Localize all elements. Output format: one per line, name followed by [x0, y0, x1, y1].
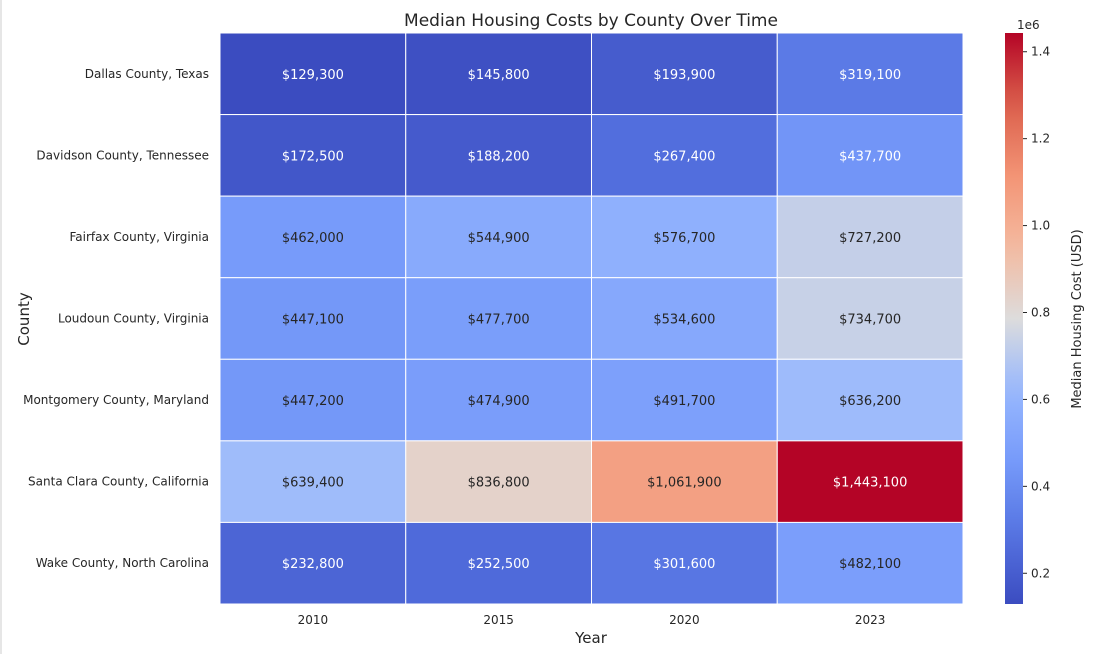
colorbar-tick-label: 0.2 [1031, 566, 1050, 580]
colorbar [1005, 33, 1023, 604]
heatmap-cell [219, 32, 407, 116]
y-tick-label: Davidson County, Tennessee [36, 148, 209, 162]
y-tick-labels: Dallas County, Texas Davidson County, Ten… [23, 67, 209, 570]
colorbar-tick-label: 1.4 [1031, 45, 1050, 59]
colorbar-label: Median Housing Cost (USD) [1070, 229, 1085, 408]
cell-value-label: $172,500 [282, 149, 344, 164]
heatmap-cell [405, 440, 592, 523]
cell-value-label: $491,700 [653, 394, 715, 409]
heatmap-cell [591, 358, 778, 442]
heatmap-cell [776, 358, 964, 442]
y-tick-label: Loudoun County, Virginia [58, 312, 209, 326]
cell-value-label: $534,600 [653, 313, 715, 328]
chart-title: Median Housing Costs by County Over Time [404, 11, 778, 31]
heatmap-cell [219, 114, 407, 197]
x-tick-label: 2020 [669, 613, 700, 627]
heatmap-cell [591, 440, 778, 523]
cell-value-label: $447,100 [282, 313, 344, 328]
colorbar-tick-label: 0.8 [1031, 306, 1050, 320]
x-tick-labels: 2010 2015 2020 2023 [298, 613, 886, 627]
cell-value-label: $437,700 [839, 149, 901, 164]
y-tick-label: Montgomery County, Maryland [23, 393, 209, 407]
cell-value-label: $462,000 [282, 231, 344, 246]
cell-value-label: $1,443,100 [833, 476, 907, 491]
heatmap-cell [591, 32, 778, 116]
heatmap-cell-labels: $129,300 $145,800 $193,900 $319,100 $172,500… [282, 68, 907, 572]
x-tick-label: 2023 [855, 613, 886, 627]
cell-value-label: $193,900 [653, 68, 715, 83]
cell-value-label: $188,200 [468, 149, 530, 164]
heatmap-cell [219, 358, 407, 442]
colorbar-multiplier: 1e6 [1017, 18, 1040, 32]
cell-value-label: $319,100 [839, 68, 901, 83]
heatmap-cell [776, 277, 964, 360]
heatmap-cell [776, 32, 964, 116]
x-tick-label: 2015 [483, 613, 514, 627]
y-tick-label: Dallas County, Texas [85, 67, 209, 81]
cell-value-label: $836,800 [468, 476, 530, 491]
x-axis-label: Year [574, 629, 608, 647]
cell-value-label: $447,200 [282, 394, 344, 409]
heatmap-cell [219, 440, 407, 523]
colorbar-tick-label: 0.6 [1031, 392, 1050, 406]
y-tick-label: Wake County, North Carolina [36, 556, 209, 570]
cell-value-label: $474,900 [468, 394, 530, 409]
cell-value-label: $477,700 [468, 313, 530, 328]
y-tick-label: Santa Clara County, California [28, 475, 209, 489]
heatmap-cell [405, 277, 592, 360]
heatmap-cell [591, 521, 778, 605]
heatmap-cell [776, 440, 964, 523]
colorbar-tick-label: 0.4 [1031, 479, 1050, 493]
cell-value-label: $129,300 [282, 68, 344, 83]
y-axis-label: County [15, 292, 33, 346]
heatmap-cell [219, 277, 407, 360]
cell-value-label: $301,600 [653, 557, 715, 572]
heatmap-cell [591, 277, 778, 360]
y-tick-label: Fairfax County, Virginia [69, 230, 209, 244]
cell-value-label: $1,061,900 [647, 476, 721, 491]
window-edge [0, 0, 2, 654]
x-tick-label: 2010 [298, 613, 329, 627]
cell-value-label: $267,400 [653, 149, 715, 164]
colorbar-ticks: 0.2 0.4 0.6 0.8 1.0 1.2 1.4 [1023, 45, 1050, 580]
cell-value-label: $252,500 [468, 557, 530, 572]
heatmap-cell [405, 195, 592, 279]
heatmap-cell [219, 521, 407, 605]
heatmap-cell [776, 521, 964, 605]
cell-value-label: $639,400 [282, 476, 344, 491]
cell-value-label: $482,100 [839, 557, 901, 572]
colorbar-tick-label: 1.2 [1031, 132, 1050, 146]
heatmap-cell [776, 195, 964, 279]
heatmap-cell [405, 32, 592, 116]
cell-value-label: $636,200 [839, 394, 901, 409]
heatmap-cell [405, 114, 592, 197]
colorbar-tick-label: 1.0 [1031, 219, 1050, 233]
cell-value-label: $576,700 [653, 231, 715, 246]
cell-value-label: $145,800 [468, 68, 530, 83]
cell-value-label: $232,800 [282, 557, 344, 572]
cell-value-label: $734,700 [839, 313, 901, 328]
cell-value-label: $727,200 [839, 231, 901, 246]
heatmap-cells [219, 32, 964, 605]
heatmap-cell [405, 358, 592, 442]
heatmap-cell [776, 114, 964, 197]
cell-value-label: $544,900 [468, 231, 530, 246]
